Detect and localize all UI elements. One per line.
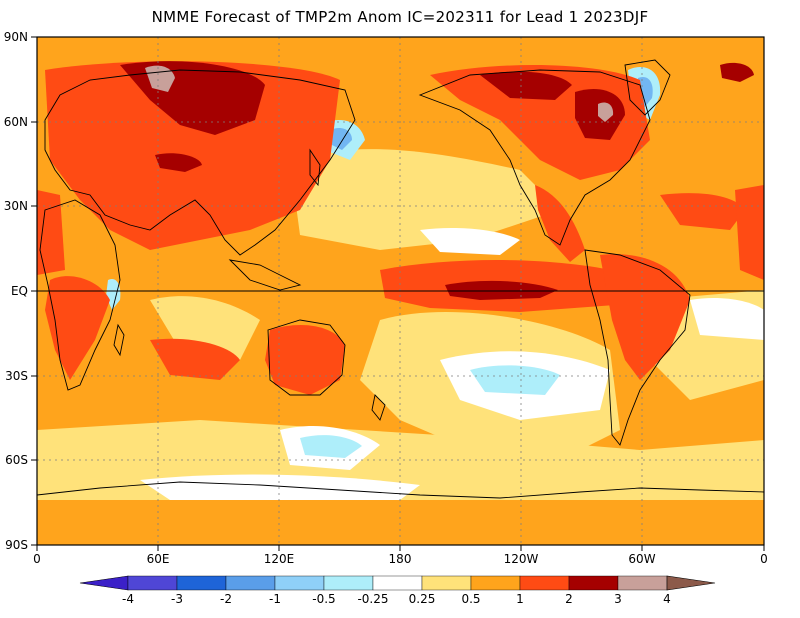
hot-east-asia xyxy=(155,153,202,172)
latitude-labels: 90N 60N 30N EQ 30S 60S 90S xyxy=(4,30,28,552)
colorbar-label: 4 xyxy=(663,592,671,606)
colorbar-label: -0.25 xyxy=(357,592,388,606)
lat-label-90s: 90S xyxy=(5,538,28,552)
colorbar-swatch xyxy=(323,575,374,591)
colorbar-label: 0.25 xyxy=(409,592,436,606)
colorbar-label: 0.5 xyxy=(461,592,480,606)
coast-south-america xyxy=(584,249,691,446)
lon-label-60w: 60W xyxy=(628,552,655,566)
warmer-west-africa xyxy=(37,190,65,275)
lon-label-180: 180 xyxy=(389,552,412,566)
colorbar-label: -1 xyxy=(269,592,281,606)
hot-arctic-east xyxy=(720,62,754,82)
colorbar-swatch xyxy=(225,575,276,591)
colorbar-label: 3 xyxy=(614,592,622,606)
coast-eurasia xyxy=(44,69,356,256)
warmer-africa xyxy=(45,276,110,380)
coast-australia xyxy=(267,319,346,396)
warmer-australia xyxy=(265,325,345,395)
warmer-south-america xyxy=(600,254,690,380)
colorbar-swatch xyxy=(568,575,619,591)
near-zero-antarctic xyxy=(140,474,420,500)
colorbar-right-arrow xyxy=(666,575,716,591)
axis-ticks xyxy=(31,36,765,551)
colorbar-label: -0.5 xyxy=(312,592,335,606)
colorbar-label: 2 xyxy=(565,592,573,606)
warmer-east-atlantic xyxy=(735,185,764,280)
coast-madagascar xyxy=(113,323,125,357)
coast-north-america xyxy=(418,69,651,246)
weak-warm-pacific xyxy=(290,149,560,250)
colorbar-label: 1 xyxy=(516,592,524,606)
near-zero-atlantic xyxy=(690,298,764,340)
lon-label-60e: 60E xyxy=(147,552,170,566)
warmer-north-atlantic xyxy=(660,193,745,230)
lat-label-30s: 30S xyxy=(5,369,28,383)
coast-japan xyxy=(309,148,321,187)
coastlines xyxy=(37,59,764,499)
colorbar-swatch xyxy=(274,575,325,591)
warmer-central-america xyxy=(535,185,585,262)
colorbar-swatch xyxy=(127,575,178,591)
warmer-eurasia xyxy=(45,61,340,250)
weak-cool-southern xyxy=(300,435,362,458)
near-zero-pacific-eq xyxy=(420,228,520,255)
lat-label-60n: 60N xyxy=(4,115,28,129)
longitude-labels: 0 60E 120E 180 120W 60W 0 xyxy=(33,552,768,566)
colorbar-swatch xyxy=(519,575,570,591)
lat-label-60s: 60S xyxy=(5,453,28,467)
colorbar-swatch xyxy=(372,575,423,591)
coast-indonesia xyxy=(228,259,302,291)
colorbar-swatch xyxy=(176,575,227,591)
colorbar-swatch xyxy=(470,575,521,591)
warmer-indian-ocean xyxy=(150,338,240,380)
hot-eq-pacific-core xyxy=(445,280,558,300)
coast-africa xyxy=(39,199,121,391)
colorbar-swatch xyxy=(617,575,668,591)
coast-antarctica xyxy=(37,481,764,499)
lon-label-0-east: 0 xyxy=(760,552,768,566)
very-hot-siberia xyxy=(145,65,175,92)
lat-label-30n: 30N xyxy=(4,199,28,213)
lat-label-90n: 90N xyxy=(4,30,28,44)
map-title: NMME Forecast of TMP2m Anom IC=202311 fo… xyxy=(151,8,649,26)
hot-canada xyxy=(480,71,572,100)
weak-cool-east-africa xyxy=(106,278,121,310)
colorbar-label: -3 xyxy=(171,592,183,606)
colorbar-swatch xyxy=(421,575,472,591)
colorbar: -4 -3 -2 -1 -0.5 -0.25 0.25 0.5 1 2 3 4 xyxy=(79,575,716,606)
colorbar-left-arrow xyxy=(79,575,129,591)
anomaly-field xyxy=(37,37,764,545)
colorbar-label: -4 xyxy=(122,592,134,606)
colorbar-label: -2 xyxy=(220,592,232,606)
weak-cool-south-pacific xyxy=(470,365,560,395)
lat-label-eq: EQ xyxy=(11,284,28,298)
coast-new-zealand xyxy=(371,394,386,421)
lon-label-0: 0 xyxy=(33,552,41,566)
coast-greenland xyxy=(624,59,671,116)
lon-label-120w: 120W xyxy=(504,552,539,566)
lon-label-120e: 120E xyxy=(264,552,295,566)
very-hot-hudson xyxy=(598,102,614,122)
